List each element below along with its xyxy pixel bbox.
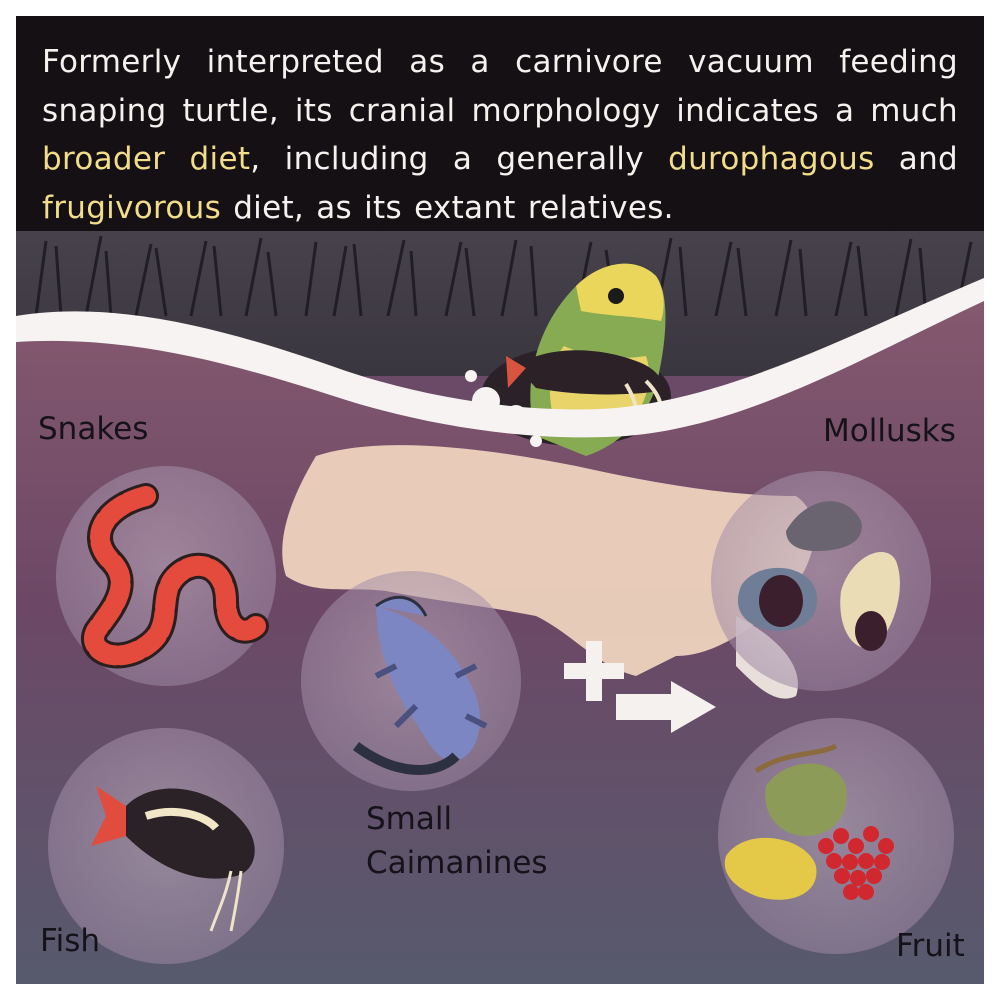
plus-icon: [564, 641, 624, 701]
arrow-icon: [616, 681, 716, 733]
caption-segment-4: diet, as its extant relatives.: [221, 189, 674, 226]
snakes-bubble: [56, 466, 276, 686]
highlight-frugivorous: frugivorous: [42, 189, 222, 226]
underwater-scene: [16, 216, 984, 984]
turtle-body-underwater: [282, 445, 815, 676]
label-mollusks: Mollusks: [823, 413, 956, 449]
caption-text: Formerly interpreted as a carnivore vacu…: [42, 38, 958, 232]
mollusk-icon: [737, 501, 900, 651]
fish-icon: [91, 786, 255, 932]
fruit-bubble: [718, 718, 954, 954]
snake-icon: [81, 483, 269, 669]
water-foam: [16, 278, 984, 438]
reeds: [34, 235, 973, 317]
splash-bubbles: [465, 370, 683, 447]
caption-segment-3: and: [874, 141, 959, 177]
panel-frame: Formerly interpreted as a carnivore vacu…: [16, 16, 984, 984]
caption-segment-2: , including a generally: [250, 141, 669, 177]
label-fish: Fish: [40, 923, 100, 959]
label-fruit: Fruit: [896, 928, 965, 964]
label-snakes: Snakes: [38, 411, 149, 447]
caiman-icon: [353, 595, 488, 775]
caimanines-bubble: [301, 571, 521, 791]
mollusks-bubble: [711, 471, 931, 691]
fruit-icon: [724, 743, 894, 900]
label-small: Small: [366, 801, 453, 837]
highlight-durophagous: durophagous: [668, 141, 875, 177]
caption-segment-1: Formerly interpreted as a carnivore vacu…: [42, 44, 958, 129]
caption-box: Formerly interpreted as a carnivore vacu…: [16, 16, 984, 231]
label-caimanines: Caimanines: [366, 845, 548, 881]
highlight-broader-diet: broader diet: [42, 141, 251, 177]
fish-bubble: [48, 728, 284, 964]
